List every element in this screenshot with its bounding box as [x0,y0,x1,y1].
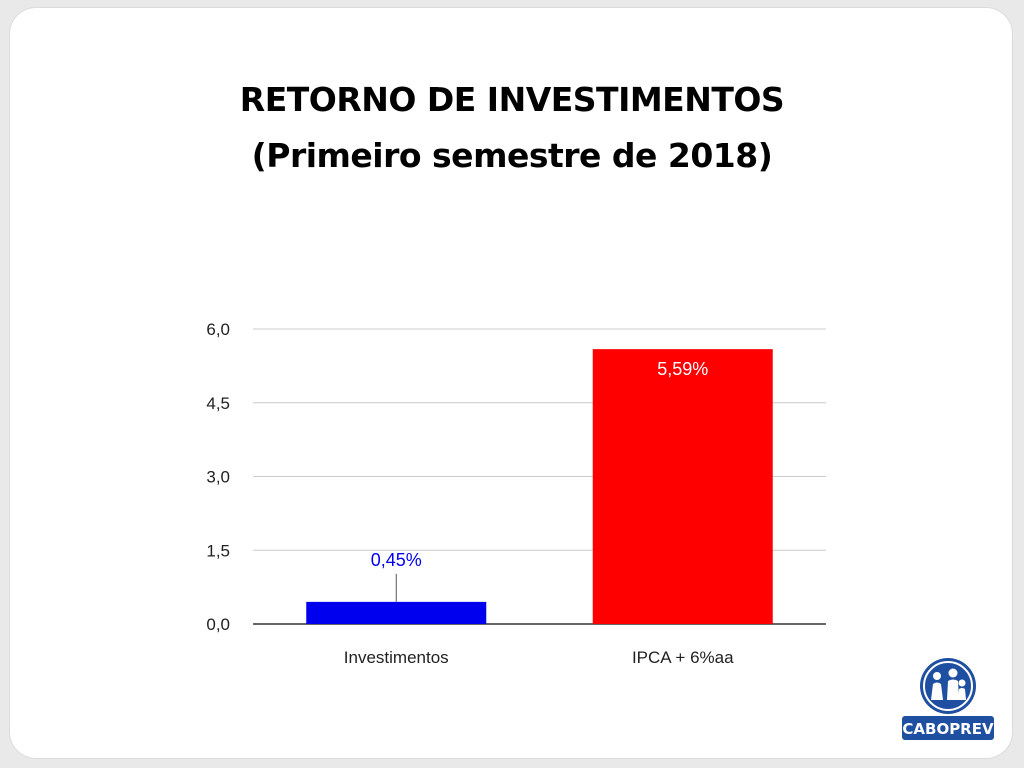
y-tick-label: 4,5 [206,394,230,413]
slide-card [10,8,1012,758]
family-people-icon [931,668,966,700]
y-tick-label: 0,0 [206,615,230,634]
logo-ring [923,661,973,711]
logo-text: CABOPREV [902,720,994,738]
bar [592,349,773,624]
y-tick-label: 6,0 [206,320,230,339]
chart-title: RETORNO DE INVESTIMENTOS [239,80,785,119]
x-tick-label: IPCA + 6%aa [632,648,734,667]
caboprev-logo: CABOPREV [902,658,994,740]
chart-subtitle: (Primeiro semestre de 2018) [251,136,773,175]
bar [306,601,487,624]
x-tick-label: Investimentos [344,648,449,667]
data-label: 5,59% [657,359,708,379]
y-tick-label: 1,5 [206,541,230,560]
logo-banner [902,716,994,740]
data-label: 0,45% [371,550,422,570]
y-tick-label: 3,0 [206,468,230,487]
